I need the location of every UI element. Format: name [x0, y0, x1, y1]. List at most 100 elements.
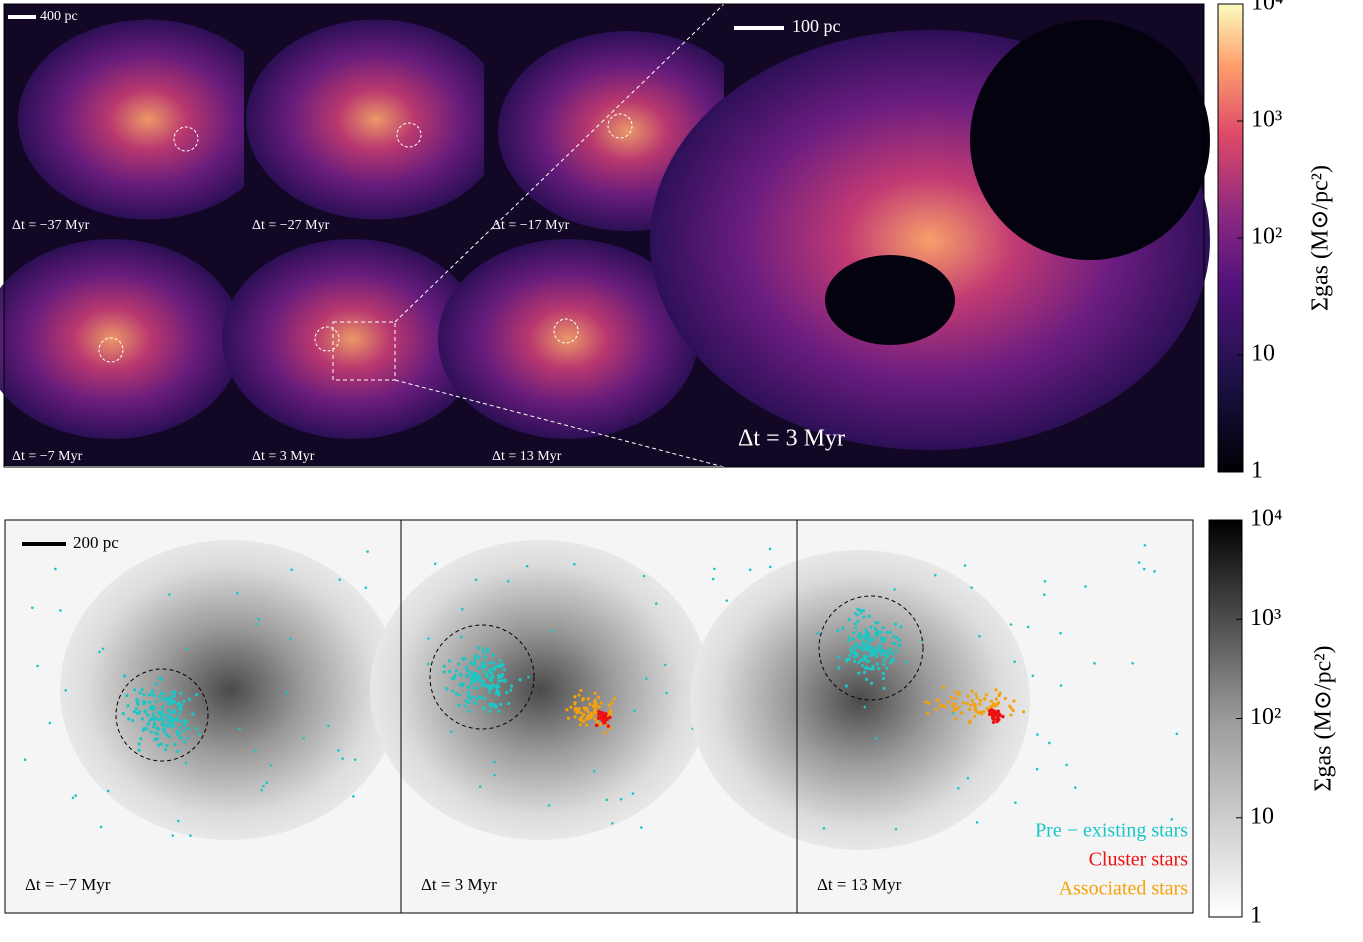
cluster-circle [173, 126, 199, 152]
star [994, 697, 998, 701]
star [847, 639, 851, 643]
star [159, 691, 164, 696]
star [1065, 763, 1068, 767]
star [500, 678, 504, 683]
star [1059, 684, 1063, 687]
star [861, 640, 866, 644]
star [957, 705, 961, 710]
star [191, 712, 195, 716]
star [475, 696, 479, 701]
star [600, 711, 604, 715]
panel-label: Δt = 3 Myr [421, 875, 497, 894]
star [875, 662, 879, 666]
star [450, 730, 453, 733]
star [588, 716, 592, 720]
star [992, 717, 996, 721]
star [458, 672, 463, 676]
star [836, 628, 840, 633]
star [969, 703, 973, 708]
star [897, 638, 901, 642]
star [978, 698, 983, 703]
star [160, 713, 164, 717]
star [481, 650, 485, 654]
star [1074, 786, 1077, 789]
star [748, 568, 752, 572]
star [975, 696, 979, 700]
star [501, 663, 505, 667]
star [868, 645, 872, 649]
star [725, 599, 729, 602]
star [569, 705, 573, 709]
star [663, 663, 667, 667]
star [165, 733, 169, 737]
star [492, 684, 496, 688]
star [507, 701, 511, 706]
star [285, 691, 288, 695]
star [497, 709, 501, 713]
star [499, 674, 503, 679]
star [126, 704, 130, 708]
star [852, 659, 857, 664]
star [851, 637, 856, 641]
star [480, 682, 484, 687]
star [606, 724, 611, 728]
star [991, 720, 996, 724]
gas-density [690, 550, 1030, 850]
star [498, 659, 502, 663]
star [884, 655, 889, 660]
star [610, 701, 614, 705]
star [445, 687, 449, 691]
star [327, 724, 330, 728]
star [477, 665, 481, 670]
star [862, 615, 866, 619]
star [957, 691, 961, 696]
star [853, 651, 857, 655]
star [594, 702, 598, 706]
star [860, 664, 865, 668]
star [485, 674, 489, 678]
star [924, 700, 928, 704]
star [601, 717, 605, 722]
star [857, 660, 861, 665]
star [135, 697, 139, 702]
star [483, 696, 487, 701]
star [142, 699, 146, 704]
star [479, 785, 482, 788]
star [970, 586, 973, 589]
star [364, 586, 368, 590]
star [856, 619, 860, 623]
star [488, 709, 492, 714]
star [878, 652, 883, 656]
star [132, 710, 136, 714]
star [864, 666, 868, 670]
star [713, 567, 716, 571]
star [865, 631, 869, 635]
star [447, 659, 452, 663]
star [904, 660, 908, 664]
panel-label: Δt = 13 Myr [817, 875, 902, 894]
star [954, 717, 958, 721]
star [953, 696, 957, 700]
star [605, 717, 609, 722]
star [861, 609, 866, 613]
cluster-circle [396, 122, 422, 148]
star [478, 695, 482, 699]
star [849, 647, 853, 651]
star [852, 644, 856, 649]
star [1003, 696, 1007, 701]
star [254, 749, 257, 753]
star [59, 609, 62, 612]
gas-density [246, 19, 506, 220]
star [156, 710, 161, 714]
star [466, 693, 470, 697]
star [837, 655, 841, 659]
star [855, 613, 859, 617]
star [934, 707, 938, 711]
star [487, 690, 492, 694]
star [864, 677, 869, 681]
star [472, 662, 476, 667]
star [991, 709, 996, 714]
star [147, 700, 152, 704]
star [161, 723, 165, 727]
star [491, 653, 496, 657]
